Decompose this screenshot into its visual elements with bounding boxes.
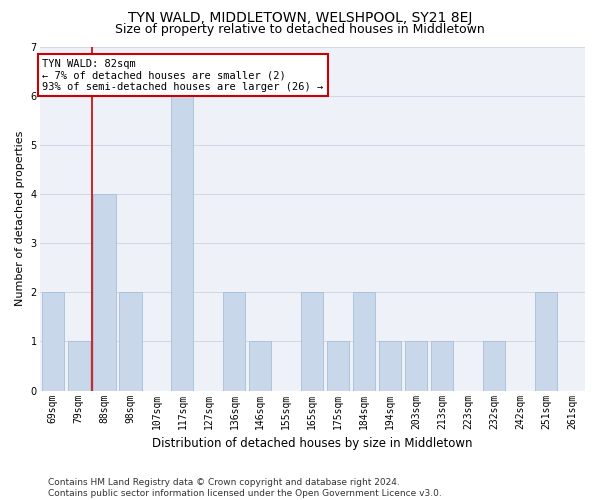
- Bar: [119, 292, 142, 390]
- Bar: [405, 342, 427, 390]
- Y-axis label: Number of detached properties: Number of detached properties: [15, 131, 25, 306]
- Bar: [353, 292, 375, 390]
- Text: Contains HM Land Registry data © Crown copyright and database right 2024.
Contai: Contains HM Land Registry data © Crown c…: [48, 478, 442, 498]
- Bar: [483, 342, 505, 390]
- Bar: [172, 96, 193, 391]
- X-axis label: Distribution of detached houses by size in Middletown: Distribution of detached houses by size …: [152, 437, 473, 450]
- Text: TYN WALD: 82sqm
← 7% of detached houses are smaller (2)
93% of semi-detached hou: TYN WALD: 82sqm ← 7% of detached houses …: [43, 58, 323, 92]
- Text: Size of property relative to detached houses in Middletown: Size of property relative to detached ho…: [115, 22, 485, 36]
- Bar: [301, 292, 323, 390]
- Bar: [250, 342, 271, 390]
- Bar: [379, 342, 401, 390]
- Bar: [68, 342, 89, 390]
- Bar: [41, 292, 64, 390]
- Bar: [94, 194, 116, 390]
- Bar: [223, 292, 245, 390]
- Text: TYN WALD, MIDDLETOWN, WELSHPOOL, SY21 8EJ: TYN WALD, MIDDLETOWN, WELSHPOOL, SY21 8E…: [128, 11, 472, 25]
- Bar: [535, 292, 557, 390]
- Bar: [431, 342, 453, 390]
- Bar: [327, 342, 349, 390]
